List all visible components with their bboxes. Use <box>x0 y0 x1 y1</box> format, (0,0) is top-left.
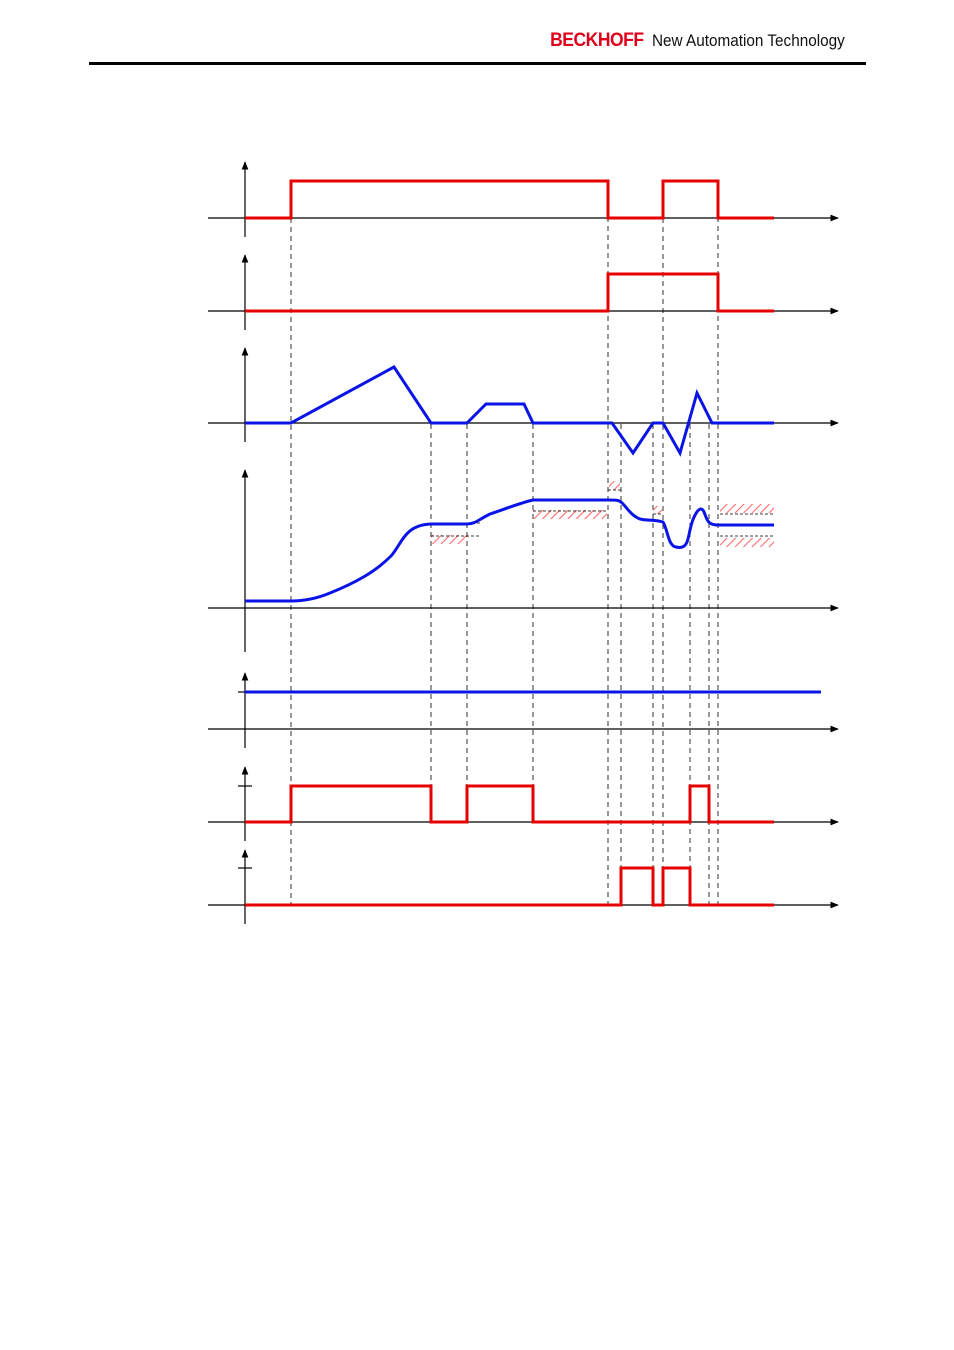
tolerance-markers <box>431 489 774 537</box>
signal-trace-4 <box>245 498 774 603</box>
signal-trace-1 <box>245 179 774 220</box>
tolerance-band-1 <box>431 535 467 544</box>
tolerance-bands <box>431 481 774 547</box>
tolerance-band-4 <box>720 538 774 547</box>
tolerance-band-6 <box>653 506 662 514</box>
signal-trace-2 <box>245 272 774 313</box>
tolerance-band-5 <box>609 481 620 490</box>
header-rule <box>89 62 866 65</box>
brand-tagline: New Automation Technology <box>651 31 845 50</box>
brand-logo: BECKHOFF <box>550 30 644 51</box>
timing-guides <box>290 181 719 905</box>
tolerance-band-3 <box>720 504 774 513</box>
header-brand: BECKHOFF New Automation Technology <box>542 30 866 52</box>
signal-trace-3 <box>245 365 774 457</box>
tolerance-band-2 <box>533 510 607 519</box>
signal-trace-7 <box>245 866 774 907</box>
signal-trace-6 <box>245 784 774 824</box>
